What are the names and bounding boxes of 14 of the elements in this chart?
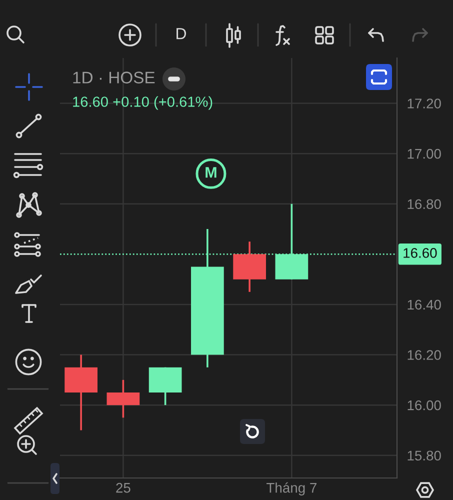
y-tick-label: 15.80 (408, 450, 441, 461)
text: 16.60 +0.10 (+0.61%) (73, 96, 212, 110)
x-tick-label: 25 (116, 482, 130, 493)
y-tick-label: 17.00 (408, 148, 441, 159)
text: 1D · HOSE (73, 72, 155, 84)
text: D (176, 28, 186, 40)
y-tick-label: 16.80 (408, 199, 441, 210)
y-tick-label: 16.20 (408, 350, 441, 360)
annotation: M (206, 167, 216, 178)
ref-line-label: 16.60 (404, 248, 437, 258)
y-tick-label: 17.20 (408, 98, 441, 108)
y-tick-label: 16.00 (408, 400, 441, 410)
y-tick-label: 16.40 (408, 300, 441, 310)
x-tick-label: Tháng 7 (266, 482, 316, 496)
